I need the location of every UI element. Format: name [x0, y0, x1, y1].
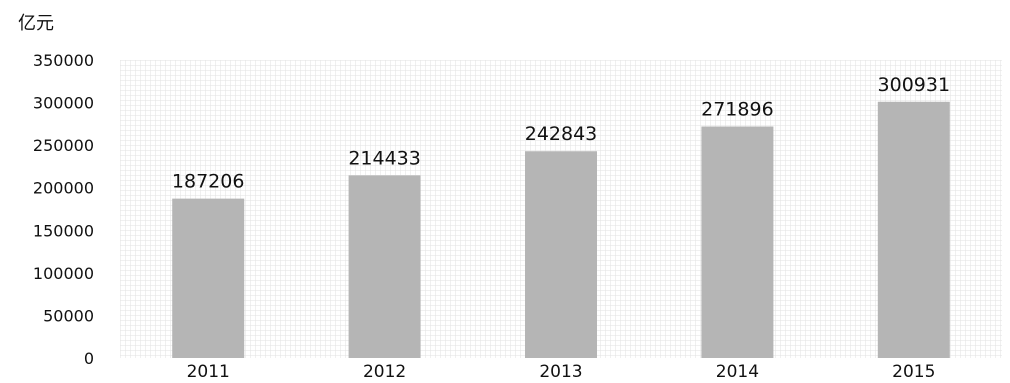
y-axis-unit-label: 亿元 — [18, 13, 54, 34]
bar — [525, 151, 597, 358]
x-tick-label: 2014 — [716, 362, 759, 382]
y-tick-label: 0 — [84, 349, 94, 368]
bar — [877, 101, 950, 358]
bar — [701, 126, 774, 359]
bar-value-label: 300931 — [878, 74, 951, 96]
y-tick-label: 250000 — [33, 136, 94, 155]
bar-value-label: 242843 — [525, 123, 598, 145]
y-tick-label: 50000 — [43, 306, 94, 325]
y-tick-label: 300000 — [33, 94, 94, 113]
bar — [172, 198, 245, 358]
y-tick-label: 150000 — [33, 221, 94, 240]
y-tick-label: 350000 — [33, 51, 94, 70]
data-labels: 187206 214433 242843 271896 300931 — [172, 74, 950, 193]
y-tick-label: 100000 — [33, 264, 94, 283]
y-tick-label: 200000 — [33, 179, 94, 198]
x-tick-label: 2013 — [539, 362, 582, 382]
x-tick-label: 2015 — [892, 362, 935, 382]
bar — [348, 175, 421, 358]
x-tick-label: 2011 — [187, 362, 230, 382]
bar-series — [172, 101, 950, 359]
bar-value-label: 214433 — [348, 147, 421, 169]
x-axis-labels: 2011 2012 2013 2014 2015 — [187, 362, 936, 382]
x-tick-label: 2012 — [363, 362, 406, 382]
bar-value-label: 271896 — [701, 98, 774, 120]
y-axis-ticks: 0 50000 100000 150000 200000 250000 300000 3500… — [33, 51, 94, 368]
bar-value-label: 187206 — [172, 171, 245, 193]
